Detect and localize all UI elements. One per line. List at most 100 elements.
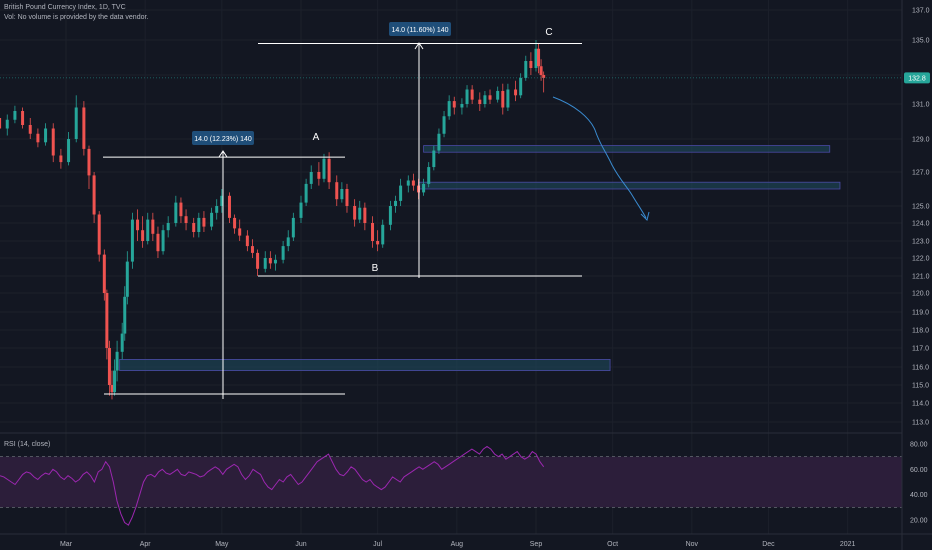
candle: [67, 132, 71, 166]
zone-1[interactable]: [119, 358, 611, 371]
candle: [141, 216, 145, 248]
rsi-axis[interactable]: 80.00 60.00 40.00 20.00: [910, 442, 928, 525]
candle: [74, 95, 78, 143]
candle: [245, 230, 249, 252]
wave-label-c: C: [545, 27, 552, 38]
candle: [539, 59, 543, 81]
candle-body: [105, 293, 109, 348]
candle: [250, 239, 254, 258]
last-price-badge: [904, 72, 930, 84]
candle: [388, 200, 392, 231]
candle: [286, 230, 290, 252]
candle: [202, 211, 206, 232]
candle-body: [501, 90, 505, 108]
candle-body: [534, 48, 538, 68]
candle-body: [514, 89, 518, 96]
price-tick: 115.0: [912, 383, 929, 390]
candle-body: [215, 206, 219, 213]
candle-body: [394, 200, 398, 206]
candle-body: [192, 223, 196, 232]
candle-body: [273, 259, 277, 264]
candle-body: [120, 333, 124, 352]
candle: [322, 153, 326, 183]
candle-body: [317, 172, 321, 179]
candle-body: [291, 217, 295, 238]
candle-body: [529, 61, 533, 68]
candle: [197, 212, 201, 238]
candle: [51, 123, 55, 163]
measure-1-label: 14.0 (12.23%) 140: [194, 136, 252, 143]
candle: [496, 86, 500, 103]
candle: [291, 212, 295, 241]
candle-body: [281, 246, 285, 260]
measure-2-label: 14.0 (11.60%) 140: [391, 27, 448, 34]
rsi-line: [0, 445, 545, 526]
candle: [437, 128, 441, 154]
wave-label-b: B: [372, 263, 379, 274]
candle-body: [483, 95, 487, 104]
measure-1-arrowhead: [218, 150, 228, 158]
candle: [227, 192, 231, 223]
price-tick: 135.0: [912, 38, 930, 45]
candle: [442, 111, 446, 138]
time-axis[interactable]: Mar Apr May Jun Jul Aug Sep Oct Nov Dec 2021: [60, 541, 856, 548]
candle: [529, 52, 533, 75]
candle-body: [92, 175, 96, 215]
measure-tool-2[interactable]: 14.0 (11.60%) 140: [389, 22, 451, 278]
candle-body: [202, 217, 206, 227]
price-tick: 113.0: [912, 420, 929, 427]
candle-body: [322, 158, 326, 179]
candle: [161, 224, 165, 255]
candle-body: [0, 118, 2, 129]
candle-body: [263, 258, 267, 269]
candle-body: [146, 219, 150, 241]
candle: [363, 202, 367, 231]
candle: [452, 96, 456, 115]
candle: [110, 370, 114, 400]
candle-body: [250, 246, 254, 253]
candle-body: [542, 75, 546, 78]
candle-body: [36, 133, 40, 143]
candle: [381, 219, 385, 248]
rsi-label: RSI (14, close): [4, 441, 50, 448]
zone-2[interactable]: [423, 145, 831, 153]
candle: [542, 71, 546, 93]
candle-body: [376, 241, 380, 245]
candle: [21, 107, 25, 129]
rsi-tick: 60.00: [910, 467, 928, 474]
candle-body: [268, 258, 272, 264]
candle-body: [82, 107, 86, 149]
candle-body: [51, 128, 55, 156]
candle: [394, 195, 398, 213]
candle: [215, 199, 219, 220]
candle-body: [97, 214, 101, 255]
candle: [447, 95, 451, 120]
candle-body: [519, 77, 523, 96]
wave-label-a: A: [313, 132, 320, 143]
candle-body: [179, 202, 183, 217]
candle: [514, 80, 518, 102]
candle: [506, 83, 510, 111]
candle: [220, 189, 224, 213]
candle: [304, 178, 308, 206]
price-tick: 122.0: [912, 256, 930, 263]
candle-body: [452, 101, 456, 108]
candle-body: [5, 119, 9, 129]
candle-body: [524, 61, 528, 78]
candle: [28, 118, 32, 139]
candle: [534, 40, 538, 72]
candle: [358, 200, 362, 223]
candle-body: [220, 195, 224, 206]
candle-body: [539, 66, 543, 75]
measure-tool-1[interactable]: 14.0 (12.23%) 140: [192, 131, 254, 399]
price-axis[interactable]: 137.0135.0133.0131.0129.0127.0125.0124.0…: [912, 8, 930, 427]
candle-body: [335, 182, 339, 200]
candle: [0, 118, 2, 129]
zone-3[interactable]: [418, 181, 841, 190]
price-tick: 124.0: [912, 221, 930, 228]
price-tick: 116.0: [912, 365, 929, 372]
candle: [105, 289, 109, 360]
candle: [422, 178, 426, 196]
candle-body: [67, 139, 71, 163]
